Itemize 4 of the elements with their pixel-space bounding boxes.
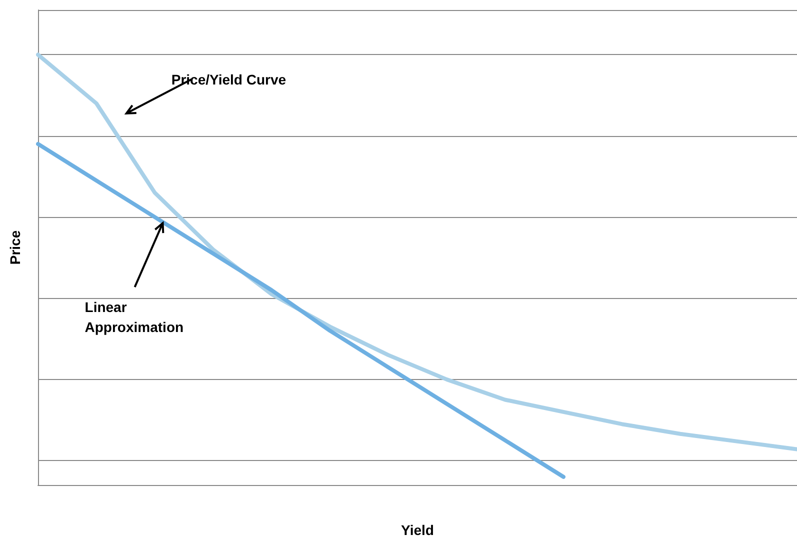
annotation: Price/Yield Curve [171, 71, 286, 88]
y-axis-title: Price [7, 230, 23, 265]
x-axis-title: Yield [401, 522, 434, 538]
annotation: Linear Approximation [84, 299, 184, 336]
